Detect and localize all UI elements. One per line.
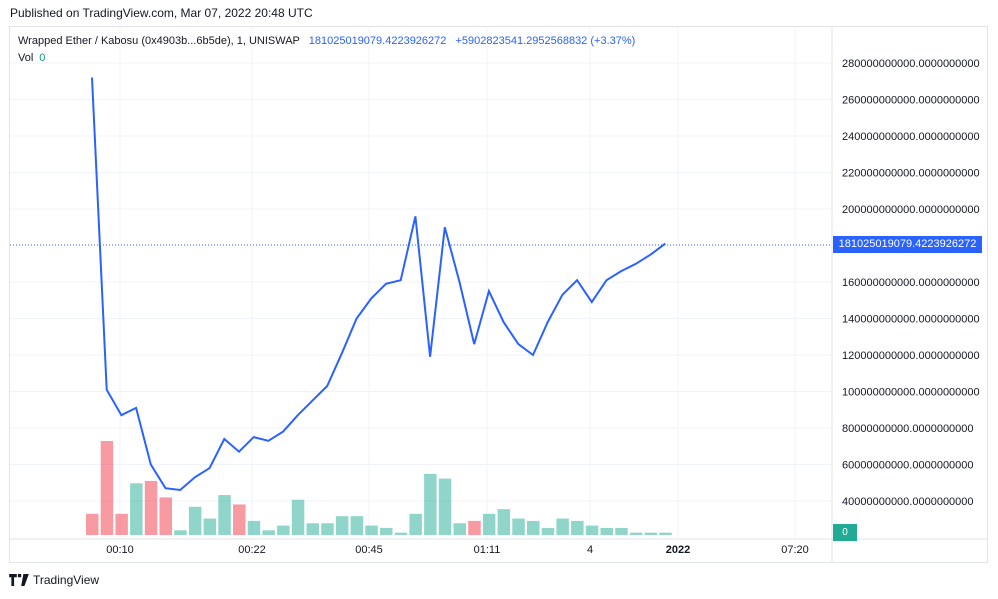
- x-tick-label: 00:22: [238, 544, 266, 556]
- volume-bar: [482, 513, 496, 535]
- x-tick-label: 4: [587, 544, 593, 556]
- tradingview-logo-icon: [9, 574, 29, 586]
- volume-value: 0: [39, 52, 46, 64]
- volume-bar: [556, 518, 569, 535]
- y-tick-label: 200000000000.0000000000: [842, 204, 980, 216]
- grid: [10, 27, 832, 539]
- x-tick-label: 07:20: [781, 544, 809, 556]
- volume-bar: [541, 527, 555, 535]
- volume-bar: [453, 523, 466, 535]
- volume-bar: [130, 483, 143, 535]
- volume-bar: [468, 520, 481, 535]
- volume-bar: [571, 520, 584, 535]
- volume-bar: [394, 532, 408, 535]
- y-tick-label: 40000000000.0000000000: [842, 496, 974, 508]
- volume-tag: 0: [833, 524, 857, 541]
- volume-bar: [335, 516, 349, 535]
- y-axis: 280000000000.0000000000 260000000000.0000…: [842, 58, 980, 508]
- brand[interactable]: TradingView: [9, 573, 99, 587]
- legend-change: +5902823541.2952568832 (+3.37%): [455, 35, 636, 47]
- y-tick-label: 100000000000.0000000000: [842, 387, 980, 399]
- x-tick-label: 00:10: [106, 544, 134, 556]
- volume-bar: [218, 495, 231, 535]
- volume-bar: [291, 499, 305, 535]
- volume-bar: [365, 525, 378, 535]
- volume-bar: [512, 518, 525, 535]
- volume-bar: [115, 513, 128, 535]
- volume-bar: [86, 513, 99, 535]
- x-tick-label: 00:45: [355, 544, 383, 556]
- volume-bar: [203, 518, 217, 535]
- volume-bar: [629, 532, 643, 535]
- y-tick-label: 80000000000.0000000000: [842, 423, 974, 435]
- y-tick-label: 240000000000.0000000000: [842, 131, 980, 143]
- volume-bar: [321, 523, 334, 535]
- x-tick-label: 01:11: [474, 544, 501, 556]
- y-tick-label: 260000000000.0000000000: [842, 95, 980, 107]
- volume-bar: [380, 527, 393, 535]
- volume-bar: [233, 504, 246, 535]
- y-tick-label: 220000000000.0000000000: [842, 168, 980, 180]
- published-text: Published on TradingView.com, Mar 07, 20…: [10, 6, 313, 20]
- volume-bar: [438, 478, 452, 535]
- volume-bar: [497, 509, 511, 535]
- volume-bar: [409, 513, 422, 535]
- volume-bar: [144, 480, 158, 535]
- volume-bar: [527, 520, 540, 535]
- volume-bar: [350, 516, 364, 535]
- volume-bar: [615, 527, 628, 535]
- volume-bar: [100, 441, 114, 535]
- y-tick-label: 120000000000.0000000000: [842, 350, 980, 362]
- volume-bar: [659, 532, 672, 535]
- volume-bar: [174, 530, 187, 535]
- legend-symbol[interactable]: Wrapped Ether / Kabosu (0x4903b...6b5de)…: [18, 35, 300, 47]
- brand-name: TradingView: [33, 573, 100, 587]
- chart-frame[interactable]: [9, 26, 988, 563]
- volume-bars: [86, 441, 672, 535]
- x-tick-label: 2022: [666, 544, 690, 556]
- last-price-tag: 181025019079.4223926272: [833, 236, 982, 253]
- legend: Wrapped Ether / Kabosu (0x4903b...6b5de)…: [18, 35, 635, 47]
- volume-bar: [188, 506, 202, 535]
- volume-bar: [306, 523, 319, 535]
- x-axis: 00:10 00:22 00:45 01:11 4 2022 07:20: [106, 544, 809, 556]
- volume-bar: [247, 520, 261, 535]
- volume-bar: [644, 532, 658, 535]
- price-line: [91, 77, 666, 492]
- volume-bar: [424, 473, 437, 535]
- y-tick-label: 280000000000.0000000000: [842, 58, 980, 70]
- y-tick-label: 160000000000.0000000000: [842, 277, 980, 289]
- volume-bar: [585, 525, 599, 535]
- y-tick-label: 140000000000.0000000000: [842, 314, 980, 326]
- volume-bar: [600, 527, 613, 535]
- y-tick-label: 60000000000.0000000000: [842, 460, 974, 472]
- volume-label[interactable]: Vol: [18, 52, 34, 64]
- volume-bar: [277, 525, 290, 535]
- volume-bar: [262, 530, 275, 535]
- legend-last-price: 181025019079.4223926272: [308, 35, 447, 47]
- volume-bar: [159, 497, 172, 535]
- legend-volume: Vol 0: [18, 52, 45, 64]
